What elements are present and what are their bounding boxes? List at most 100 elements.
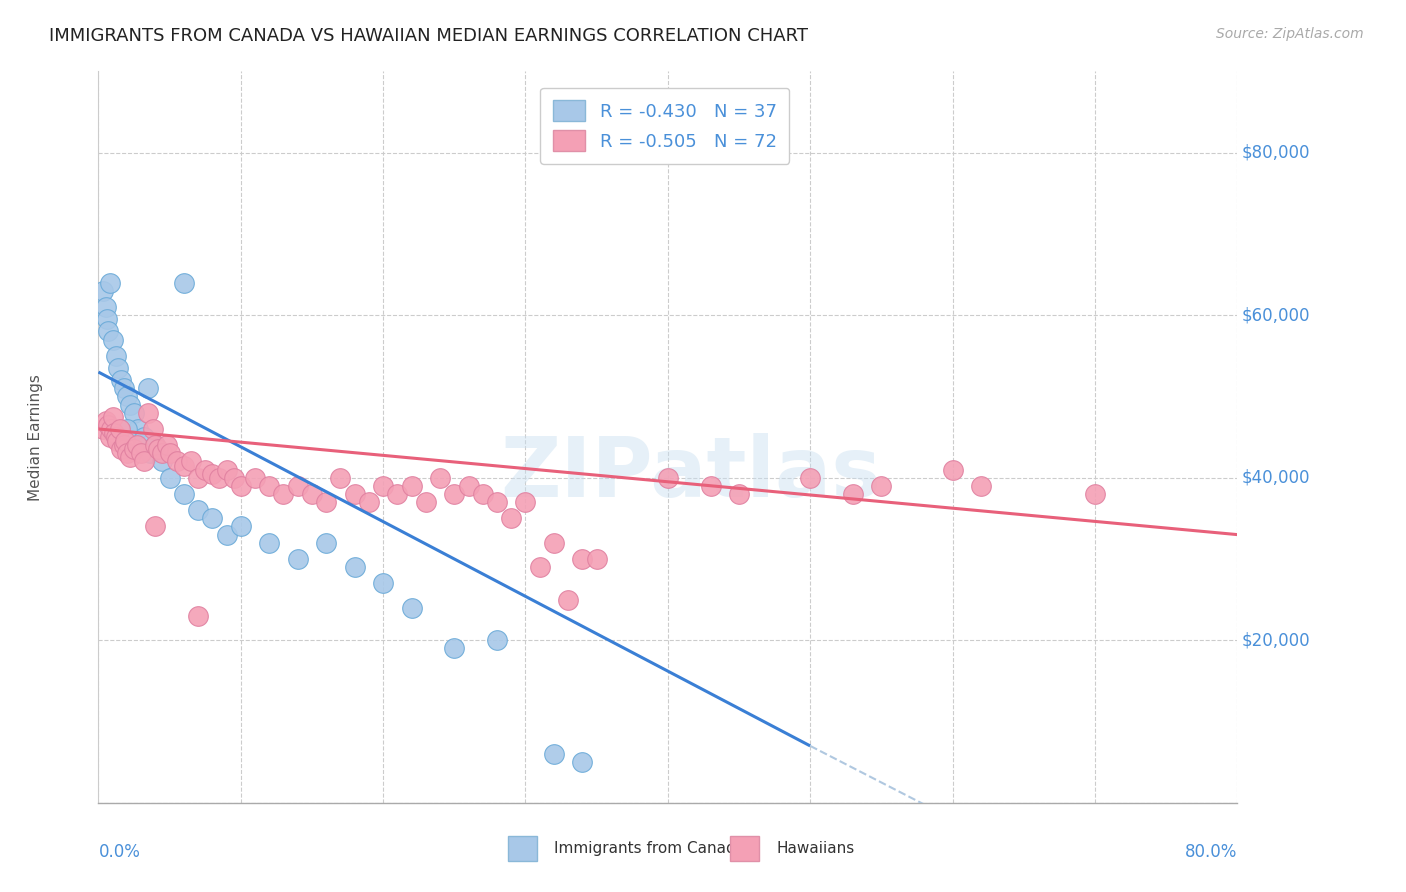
Point [105, 434, 128, 449]
Point [104, 430, 127, 444]
Point [166, 454, 188, 468]
Point [194, 462, 217, 476]
Point [91, 284, 114, 298]
Point [145, 438, 167, 452]
Point [329, 471, 352, 485]
Point [373, 576, 395, 591]
Point [870, 479, 893, 493]
Point [187, 503, 209, 517]
Point [141, 422, 163, 436]
Point [970, 479, 993, 493]
Point [273, 487, 295, 501]
Legend: R = -0.430   N = 37, R = -0.505   N = 72: R = -0.430 N = 37, R = -0.505 N = 72 [540, 87, 789, 164]
Point [114, 434, 136, 449]
Point [187, 608, 209, 623]
Text: $40,000: $40,000 [1241, 468, 1310, 487]
Point [96, 312, 118, 326]
Point [122, 442, 145, 457]
Text: 80.0%: 80.0% [1185, 843, 1237, 861]
Point [159, 446, 181, 460]
Point [443, 641, 465, 656]
Point [315, 495, 337, 509]
Point [557, 592, 579, 607]
Point [98, 276, 121, 290]
Point [173, 458, 195, 473]
Bar [731, 836, 759, 862]
Point [100, 422, 122, 436]
Point [201, 467, 224, 481]
Point [145, 438, 167, 452]
Point [486, 633, 509, 648]
Point [91, 422, 114, 436]
Point [201, 511, 224, 525]
Point [229, 479, 252, 493]
Point [115, 389, 138, 403]
Point [145, 519, 167, 533]
Point [152, 454, 174, 468]
Point [98, 430, 121, 444]
Point [357, 495, 380, 509]
Point [125, 438, 148, 452]
Point [471, 487, 494, 501]
Point [215, 527, 238, 541]
Point [136, 406, 159, 420]
Text: Immigrants from Canada: Immigrants from Canada [554, 841, 745, 856]
Point [103, 425, 125, 440]
Point [343, 560, 366, 574]
Bar [509, 836, 537, 862]
Point [501, 511, 523, 525]
Text: Hawaiians: Hawaiians [776, 841, 855, 856]
Point [108, 422, 131, 436]
Point [301, 487, 323, 501]
Point [132, 454, 155, 468]
Point [110, 442, 132, 457]
Point [387, 487, 409, 501]
Point [110, 373, 132, 387]
Point [222, 471, 245, 485]
Point [127, 422, 149, 436]
Point [229, 519, 252, 533]
Point [315, 535, 337, 549]
Point [215, 462, 238, 476]
Point [104, 349, 127, 363]
Point [515, 495, 537, 509]
Point [571, 755, 593, 769]
Text: Source: ZipAtlas.com: Source: ZipAtlas.com [1216, 27, 1364, 41]
Point [173, 276, 195, 290]
Point [259, 479, 281, 493]
Point [148, 442, 170, 457]
Point [118, 450, 141, 465]
Point [101, 333, 124, 347]
Point [156, 438, 179, 452]
Text: ZIPatlas: ZIPatlas [501, 434, 882, 514]
Point [112, 438, 135, 452]
Point [107, 361, 129, 376]
Text: 0.0%: 0.0% [98, 843, 141, 861]
Point [415, 495, 437, 509]
Point [129, 446, 152, 460]
Point [529, 560, 551, 574]
Text: $80,000: $80,000 [1241, 144, 1310, 161]
Point [180, 454, 202, 468]
Point [486, 495, 509, 509]
Point [243, 471, 266, 485]
Point [115, 422, 138, 436]
Point [443, 487, 465, 501]
Point [343, 487, 366, 501]
Point [373, 479, 395, 493]
Point [97, 325, 120, 339]
Point [699, 479, 721, 493]
Point [173, 487, 195, 501]
Point [122, 406, 145, 420]
Point [457, 479, 479, 493]
Point [287, 479, 309, 493]
Point [728, 487, 751, 501]
Point [136, 381, 159, 395]
Point [571, 552, 593, 566]
Point [97, 417, 120, 432]
Point [115, 446, 138, 460]
Text: $60,000: $60,000 [1241, 306, 1310, 324]
Point [842, 487, 865, 501]
Point [94, 414, 117, 428]
Text: Median Earnings: Median Earnings [28, 374, 44, 500]
